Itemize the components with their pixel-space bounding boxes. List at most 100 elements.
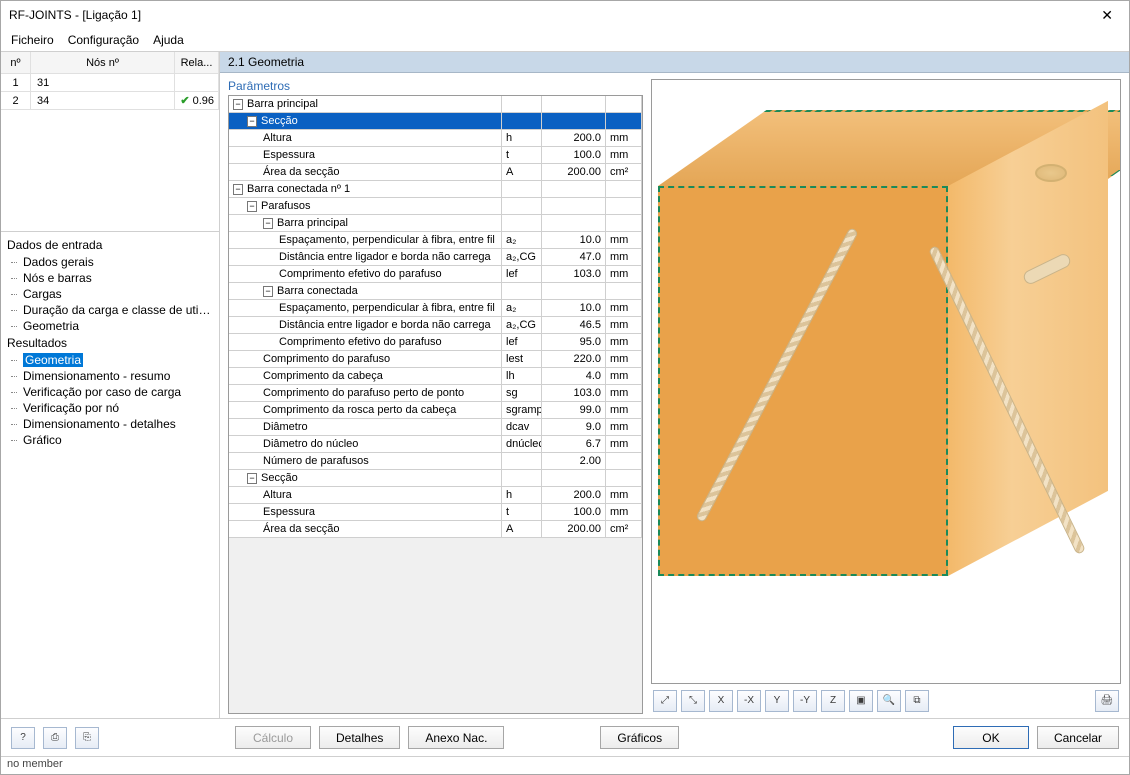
grid-data-row[interactable]: Espessurat100.0mm bbox=[229, 147, 642, 164]
grid-cell-value: 200.00 bbox=[542, 521, 606, 538]
view-button[interactable]: X bbox=[709, 690, 733, 712]
grid-group-row[interactable]: −Secção bbox=[229, 470, 642, 487]
menu-help[interactable]: Ajuda bbox=[153, 33, 184, 47]
grid-data-row[interactable]: Comprimento da cabeçalh4.0mm bbox=[229, 368, 642, 385]
tree-item[interactable]: Geometria bbox=[1, 318, 219, 334]
grid-data-row[interactable]: Número de parafusos2.00 bbox=[229, 453, 642, 470]
view-button[interactable]: ⤢ bbox=[653, 690, 677, 712]
grid-cell-unit: cm² bbox=[606, 521, 642, 538]
collapse-icon[interactable]: − bbox=[263, 218, 273, 229]
tree-item-label: Nós e barras bbox=[23, 271, 92, 285]
tree-item[interactable]: Verificação por caso de carga bbox=[1, 384, 219, 400]
tree-item[interactable]: Nós e barras bbox=[1, 270, 219, 286]
grid-data-row[interactable]: Comprimento do parafuso perto de pontosg… bbox=[229, 385, 642, 402]
collapse-icon[interactable]: − bbox=[233, 99, 243, 110]
col-header-rel[interactable]: Rela... bbox=[175, 52, 219, 74]
grid-cell-value: 200.0 bbox=[542, 130, 606, 147]
grid-group-row[interactable]: −Barra conectada bbox=[229, 283, 642, 300]
titlebar: RF-JOINTS - [Ligação 1] ✕ bbox=[1, 1, 1129, 29]
tree-item-label: Gráfico bbox=[23, 433, 62, 447]
grid-cell-name: Diâmetro bbox=[229, 419, 502, 436]
view-button[interactable]: ⧉ bbox=[905, 690, 929, 712]
view-button[interactable]: ▣ bbox=[849, 690, 873, 712]
help-button[interactable]: ? bbox=[11, 727, 35, 749]
collapse-icon[interactable]: − bbox=[233, 184, 243, 195]
graphics-button[interactable]: Gráficos bbox=[600, 726, 679, 749]
tree-item[interactable]: Duração da carga e classe de utilização bbox=[1, 302, 219, 318]
view-button[interactable]: 🔍 bbox=[877, 690, 901, 712]
tree-heading-results: Resultados bbox=[1, 334, 219, 352]
table-row[interactable]: 131 bbox=[1, 74, 219, 92]
calc-button[interactable]: Cálculo bbox=[235, 726, 311, 749]
grid-cell-symbol: h bbox=[502, 487, 542, 504]
collapse-icon[interactable]: − bbox=[247, 116, 257, 127]
tree-item[interactable]: Dados gerais bbox=[1, 254, 219, 270]
grid-group-row[interactable]: −Barra conectada nº 1 bbox=[229, 181, 642, 198]
details-button[interactable]: Detalhes bbox=[319, 726, 400, 749]
params-grid[interactable]: −Barra principal−SecçãoAlturah200.0mmEsp… bbox=[228, 95, 643, 714]
grid-data-row[interactable]: Comprimento efetivo do parafusolef103.0m… bbox=[229, 266, 642, 283]
col-header-n[interactable]: nº bbox=[1, 52, 31, 74]
cell-rel: ✔0.96 bbox=[175, 92, 219, 110]
collapse-icon[interactable]: − bbox=[247, 201, 257, 212]
grid-group-row[interactable]: −Secção bbox=[229, 113, 642, 130]
tree-item[interactable]: Gráfico bbox=[1, 432, 219, 448]
grid-group-row[interactable]: −Parafusos bbox=[229, 198, 642, 215]
grid-cell-value: 99.0 bbox=[542, 402, 606, 419]
grid-cell-unit: mm bbox=[606, 147, 642, 164]
grid-data-row[interactable]: Alturah200.0mm bbox=[229, 487, 642, 504]
grid-cell-value: 10.0 bbox=[542, 232, 606, 249]
tree-item[interactable]: Dimensionamento - detalhes bbox=[1, 416, 219, 432]
grid-cell-symbol: lef bbox=[502, 334, 542, 351]
grid-cell-name: Altura bbox=[229, 130, 502, 147]
close-icon[interactable]: ✕ bbox=[1093, 7, 1121, 24]
menu-config[interactable]: Configuração bbox=[68, 33, 139, 47]
tree-item[interactable]: Cargas bbox=[1, 286, 219, 302]
ok-button[interactable]: OK bbox=[953, 726, 1029, 749]
table-row[interactable]: 234✔0.96 bbox=[1, 92, 219, 110]
grid-data-row[interactable]: Comprimento da rosca perto da cabeçasgra… bbox=[229, 402, 642, 419]
grid-cell-name: Distância entre ligador e borda não carr… bbox=[229, 249, 502, 266]
view-button[interactable]: Z bbox=[821, 690, 845, 712]
3d-viewer[interactable] bbox=[651, 79, 1121, 684]
tree-item-label: Cargas bbox=[23, 287, 62, 301]
right-panel: 2.1 Geometria Parâmetros −Barra principa… bbox=[220, 52, 1129, 718]
grid-data-row[interactable]: Distância entre ligador e borda não carr… bbox=[229, 317, 642, 334]
grid-data-row[interactable]: Comprimento efetivo do parafusolef95.0mm bbox=[229, 334, 642, 351]
grid-data-row[interactable]: Diâmetrodcav9.0mm bbox=[229, 419, 642, 436]
grid-data-row[interactable]: Diâmetro do núcleodnúclec6.7mm bbox=[229, 436, 642, 453]
tree-item[interactable]: Geometria bbox=[1, 352, 219, 368]
annex-button[interactable]: Anexo Nac. bbox=[408, 726, 504, 749]
grid-cell-symbol: dcav bbox=[502, 419, 542, 436]
collapse-icon[interactable]: − bbox=[263, 286, 273, 297]
check-icon: ✔ bbox=[180, 94, 189, 107]
collapse-icon[interactable]: − bbox=[247, 473, 257, 484]
print-view-button[interactable]: 🖨 bbox=[1095, 690, 1119, 712]
grid-data-row[interactable]: Espaçamento, perpendicular à fibra, entr… bbox=[229, 232, 642, 249]
grid-group-row[interactable]: −Barra principal bbox=[229, 96, 642, 113]
grid-cell-symbol: lef bbox=[502, 266, 542, 283]
view-button[interactable]: Y bbox=[765, 690, 789, 712]
grid-cell-name: −Secção bbox=[229, 113, 502, 130]
grid-data-row[interactable]: Área da secçãoA200.00cm² bbox=[229, 521, 642, 538]
cancel-button[interactable]: Cancelar bbox=[1037, 726, 1119, 749]
grid-data-row[interactable]: Área da secçãoA200.00cm² bbox=[229, 164, 642, 181]
grid-cell-unit: mm bbox=[606, 130, 642, 147]
tree-item-label: Dados gerais bbox=[23, 255, 94, 269]
grid-data-row[interactable]: Distância entre ligador e borda não carr… bbox=[229, 249, 642, 266]
grid-data-row[interactable]: Comprimento do parafusolest220.0mm bbox=[229, 351, 642, 368]
col-header-nos[interactable]: Nós nº bbox=[31, 52, 175, 74]
tool-button-1[interactable]: ⎙ bbox=[43, 727, 67, 749]
grid-data-row[interactable]: Alturah200.0mm bbox=[229, 130, 642, 147]
section-header: 2.1 Geometria bbox=[220, 52, 1129, 73]
grid-group-row[interactable]: −Barra principal bbox=[229, 215, 642, 232]
tool-button-2[interactable]: ⎘ bbox=[75, 727, 99, 749]
grid-data-row[interactable]: Espaçamento, perpendicular à fibra, entr… bbox=[229, 300, 642, 317]
menu-file[interactable]: Ficheiro bbox=[11, 33, 54, 47]
view-button[interactable]: -X bbox=[737, 690, 761, 712]
view-button[interactable]: -Y bbox=[793, 690, 817, 712]
tree-item[interactable]: Dimensionamento - resumo bbox=[1, 368, 219, 384]
view-button[interactable]: ⤡ bbox=[681, 690, 705, 712]
grid-data-row[interactable]: Espessurat100.0mm bbox=[229, 504, 642, 521]
tree-item[interactable]: Verificação por nó bbox=[1, 400, 219, 416]
